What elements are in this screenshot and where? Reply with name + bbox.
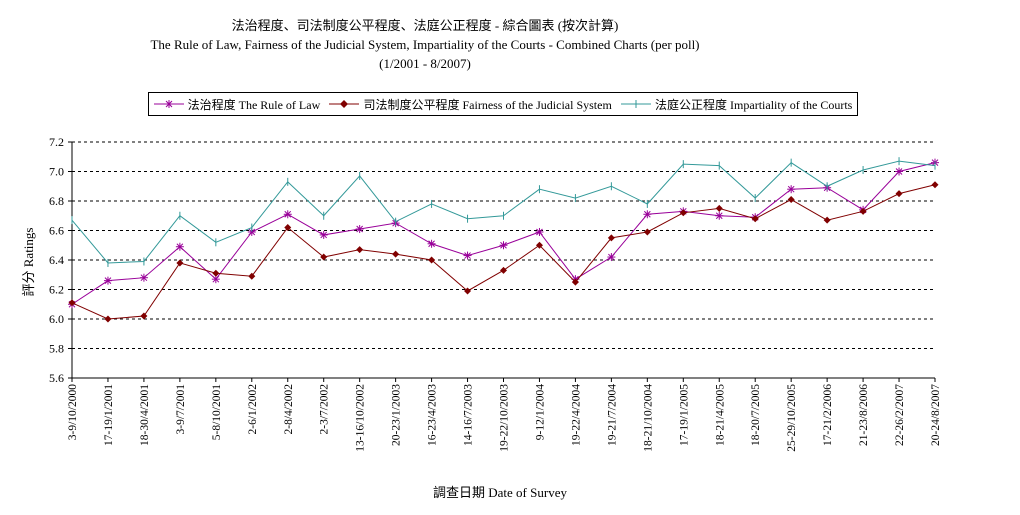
y-tick-label: 6.6 bbox=[49, 224, 64, 238]
data-point-series-2 bbox=[284, 224, 292, 232]
data-point-series-1 bbox=[787, 185, 796, 194]
x-tick-label: 3-9/7/2001 bbox=[175, 384, 187, 435]
data-point-series-2 bbox=[500, 266, 507, 274]
series-line-1 bbox=[71, 162, 936, 305]
data-point-series-2 bbox=[392, 250, 400, 258]
data-point-series-2 bbox=[428, 256, 436, 264]
y-tick-label: 6.0 bbox=[49, 312, 64, 326]
data-point-series-1 bbox=[355, 225, 364, 234]
chart-date-range: (1/2001 - 8/2007) bbox=[379, 56, 471, 71]
chart-title-chinese: 法治程度、司法制度公平程度、法庭公正程度 - 綜合圖表 (按次計算) bbox=[231, 18, 619, 33]
legend-label-fairness: 司法制度公平程度 Fairness of the Judicial System bbox=[363, 97, 612, 112]
data-point-series-2 bbox=[104, 315, 112, 323]
x-tick-label: 5-8/10/2001 bbox=[211, 384, 223, 440]
y-tick-label: 6.4 bbox=[49, 253, 64, 267]
x-tick-label: 19-21/7/2004 bbox=[606, 384, 618, 446]
chart-titles: 法治程度、司法制度公平程度、法庭公正程度 - 綜合圖表 (按次計算) The R… bbox=[0, 16, 850, 73]
data-point-series-1 bbox=[499, 241, 508, 250]
x-tick-label: 2-8/4/2002 bbox=[283, 384, 295, 435]
legend-label-impartiality: 法庭公正程度 Impartiality of the Courts bbox=[655, 97, 853, 112]
x-tick-label: 18-21/4/2005 bbox=[714, 384, 726, 446]
x-tick-label: 17-21/2/2006 bbox=[822, 384, 834, 446]
legend-marker-impartiality-icon bbox=[621, 100, 652, 108]
x-tick-label: 16-23/4/2003 bbox=[427, 384, 439, 446]
legend-marker-rule-of-law-icon bbox=[153, 100, 184, 108]
x-tick-label: 9-12/1/2004 bbox=[534, 384, 546, 440]
x-axis-label: 調查日期 Date of Survey bbox=[433, 485, 567, 500]
x-tick-label: 18-20/7/2005 bbox=[750, 384, 762, 446]
y-tick-label: 7.0 bbox=[49, 165, 64, 179]
y-tick-label: 6.2 bbox=[49, 283, 64, 297]
data-point-series-2 bbox=[356, 246, 364, 254]
x-tick-label: 19-22/4/2004 bbox=[570, 384, 582, 446]
x-tick-label: 19-22/10/2003 bbox=[499, 384, 511, 452]
legend-marker-fairness-icon bbox=[329, 100, 360, 108]
data-point-series-2 bbox=[464, 287, 472, 295]
x-tick-label: 13-16/10/2002 bbox=[355, 384, 367, 452]
chart-title-english: The Rule of Law, Fairness of the Judicia… bbox=[150, 37, 700, 52]
x-tick-label: 20-23/1/2003 bbox=[391, 384, 403, 446]
data-point-series-1 bbox=[103, 276, 112, 285]
data-point-series-1 bbox=[319, 230, 328, 239]
chart-legend: 法治程度 The Rule of Law 司法制度公平程度 Fairness o… bbox=[148, 92, 858, 116]
data-point-series-2 bbox=[787, 196, 795, 204]
data-point-series-2 bbox=[607, 234, 615, 242]
x-tick-label: 20-24/8/2007 bbox=[930, 384, 942, 446]
data-point-series-1 bbox=[643, 210, 652, 219]
data-point-series-2 bbox=[248, 272, 256, 280]
x-tick-label: 21-23/8/2006 bbox=[858, 384, 870, 446]
data-point-series-1 bbox=[427, 239, 436, 248]
data-point-series-2 bbox=[823, 216, 831, 224]
data-point-series-1 bbox=[607, 253, 616, 262]
x-tick-label: 17-19/1/2005 bbox=[678, 384, 690, 446]
data-point-series-2 bbox=[68, 299, 76, 307]
y-axis-label: 評分 Ratings bbox=[21, 227, 36, 297]
y-tick-label: 6.8 bbox=[49, 194, 64, 208]
data-point-series-1 bbox=[715, 211, 724, 220]
x-tick-label: 2-3/7/2002 bbox=[319, 384, 331, 435]
data-point-series-1 bbox=[211, 275, 220, 284]
data-point-series-2 bbox=[859, 207, 867, 215]
legend-item-rule-of-law: 法治程度 The Rule of Law bbox=[153, 96, 321, 113]
y-tick-label: 5.6 bbox=[49, 371, 64, 385]
legend-item-impartiality: 法庭公正程度 Impartiality of the Courts bbox=[621, 96, 852, 113]
x-tick-label: 14-16/7/2003 bbox=[463, 384, 475, 446]
y-tick-label: 7.2 bbox=[49, 135, 64, 149]
data-point-series-1 bbox=[463, 251, 472, 260]
data-point-series-2 bbox=[140, 312, 148, 320]
legend-label-rule-of-law: 法治程度 The Rule of Law bbox=[187, 97, 321, 112]
data-point-series-1 bbox=[175, 242, 184, 251]
x-tick-label: 3-9/10/2000 bbox=[67, 384, 79, 440]
x-tick-label: 22-26/2/2007 bbox=[894, 384, 906, 446]
series-line-2 bbox=[71, 184, 936, 320]
data-point-series-1 bbox=[895, 167, 904, 176]
data-point-series-2 bbox=[176, 259, 184, 267]
data-point-series-2 bbox=[535, 241, 543, 249]
data-point-series-2 bbox=[212, 269, 220, 277]
data-point-series-2 bbox=[895, 190, 903, 198]
data-point-series-1 bbox=[535, 227, 544, 236]
x-tick-label: 17-19/1/2001 bbox=[103, 384, 115, 446]
x-tick-label: 18-30/4/2001 bbox=[139, 384, 151, 446]
data-point-series-2 bbox=[751, 215, 759, 223]
data-point-series-2 bbox=[571, 278, 579, 286]
data-point-series-2 bbox=[715, 204, 723, 212]
data-point-series-2 bbox=[643, 228, 651, 236]
legend-item-fairness: 司法制度公平程度 Fairness of the Judicial System bbox=[329, 96, 612, 113]
data-point-series-2 bbox=[931, 181, 939, 189]
x-tick-label: 25-29/10/2005 bbox=[786, 384, 798, 452]
y-tick-label: 5.8 bbox=[49, 342, 64, 356]
x-tick-label: 2-6/1/2002 bbox=[247, 384, 259, 435]
data-point-series-2 bbox=[320, 253, 328, 261]
x-tick-label: 18-21/10/2004 bbox=[642, 384, 654, 452]
data-point-series-1 bbox=[139, 273, 148, 282]
data-point-series-1 bbox=[283, 210, 292, 219]
data-point-series-2 bbox=[679, 209, 687, 217]
